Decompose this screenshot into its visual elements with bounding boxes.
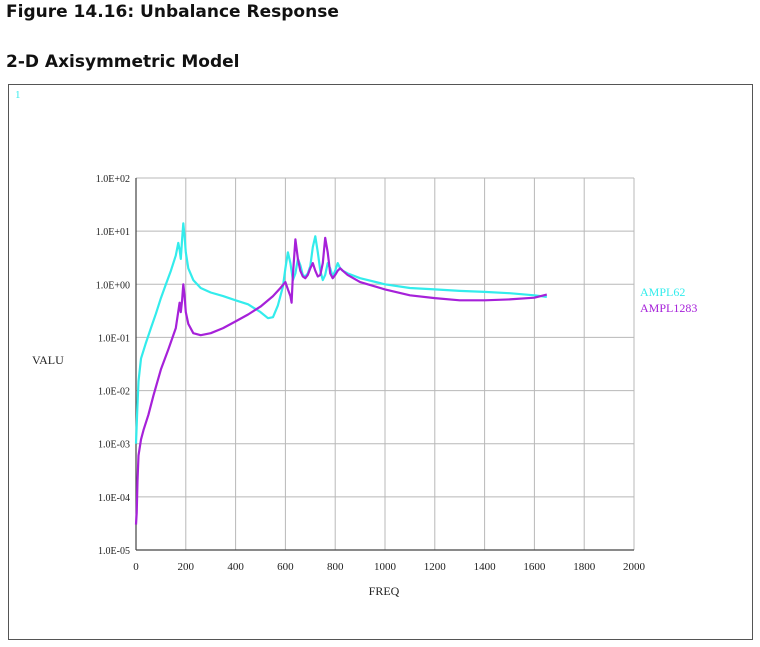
y-tick-label: 1.0E-02 <box>98 387 130 398</box>
x-tick-label: 2000 <box>623 561 646 573</box>
plot-window: 1 1.0E-05 1.0E-04 1.0E-03 1.0E-02 1.0E-01 1.0… <box>8 84 753 640</box>
x-tick-label: 600 <box>277 561 294 573</box>
y-tick-labels: 1.0E-05 1.0E-04 1.0E-03 1.0E-02 1.0E-01 1.0E+… <box>96 174 130 557</box>
x-tick-label: 1800 <box>573 561 596 573</box>
window-number: 1 <box>15 89 21 101</box>
legend: AMPL62 AMPL1283 <box>640 285 697 315</box>
y-tick-label: 1.0E-01 <box>98 333 130 344</box>
x-tick-label: 400 <box>227 561 244 573</box>
x-tick-label: 1000 <box>374 561 397 573</box>
x-tick-label: 1600 <box>523 561 546 573</box>
y-tick-label: 1.0E+01 <box>96 227 130 238</box>
grid <box>135 177 635 551</box>
y-axis-label: VALU <box>32 353 64 367</box>
x-tick-label: 1400 <box>474 561 497 573</box>
figure-title: Figure 14.16: Unbalance Response <box>6 2 339 22</box>
x-tick-label: 800 <box>327 561 344 573</box>
y-tick-label: 1.0E-04 <box>98 493 130 504</box>
figure-subtitle: 2-D Axisymmetric Model <box>6 52 240 72</box>
series-line-ampl1283 <box>134 236 548 525</box>
y-tick-label: 1.0E-03 <box>98 440 130 451</box>
x-axis-label: FREQ <box>369 584 400 598</box>
x-tick-label: 0 <box>133 561 139 573</box>
y-tick-label: 1.0E-05 <box>98 546 130 557</box>
x-tick-label: 200 <box>178 561 195 573</box>
y-tick-label: 1.0E+00 <box>96 280 130 291</box>
legend-entry-ampl62: AMPL62 <box>640 285 685 299</box>
x-tick-label: 1200 <box>424 561 447 573</box>
series-lines <box>134 222 548 525</box>
line-chart: 1 1.0E-051.0E-041.0E-031.0E-021.0E-011.0… <box>15 89 697 598</box>
x-tick-labels: 0 200 400 600 800 1000 1200 1400 1600 1800 2000 <box>133 561 645 573</box>
legend-entry-ampl1283: AMPL1283 <box>640 301 697 315</box>
y-tick-label: 1.0E+02 <box>96 174 130 185</box>
